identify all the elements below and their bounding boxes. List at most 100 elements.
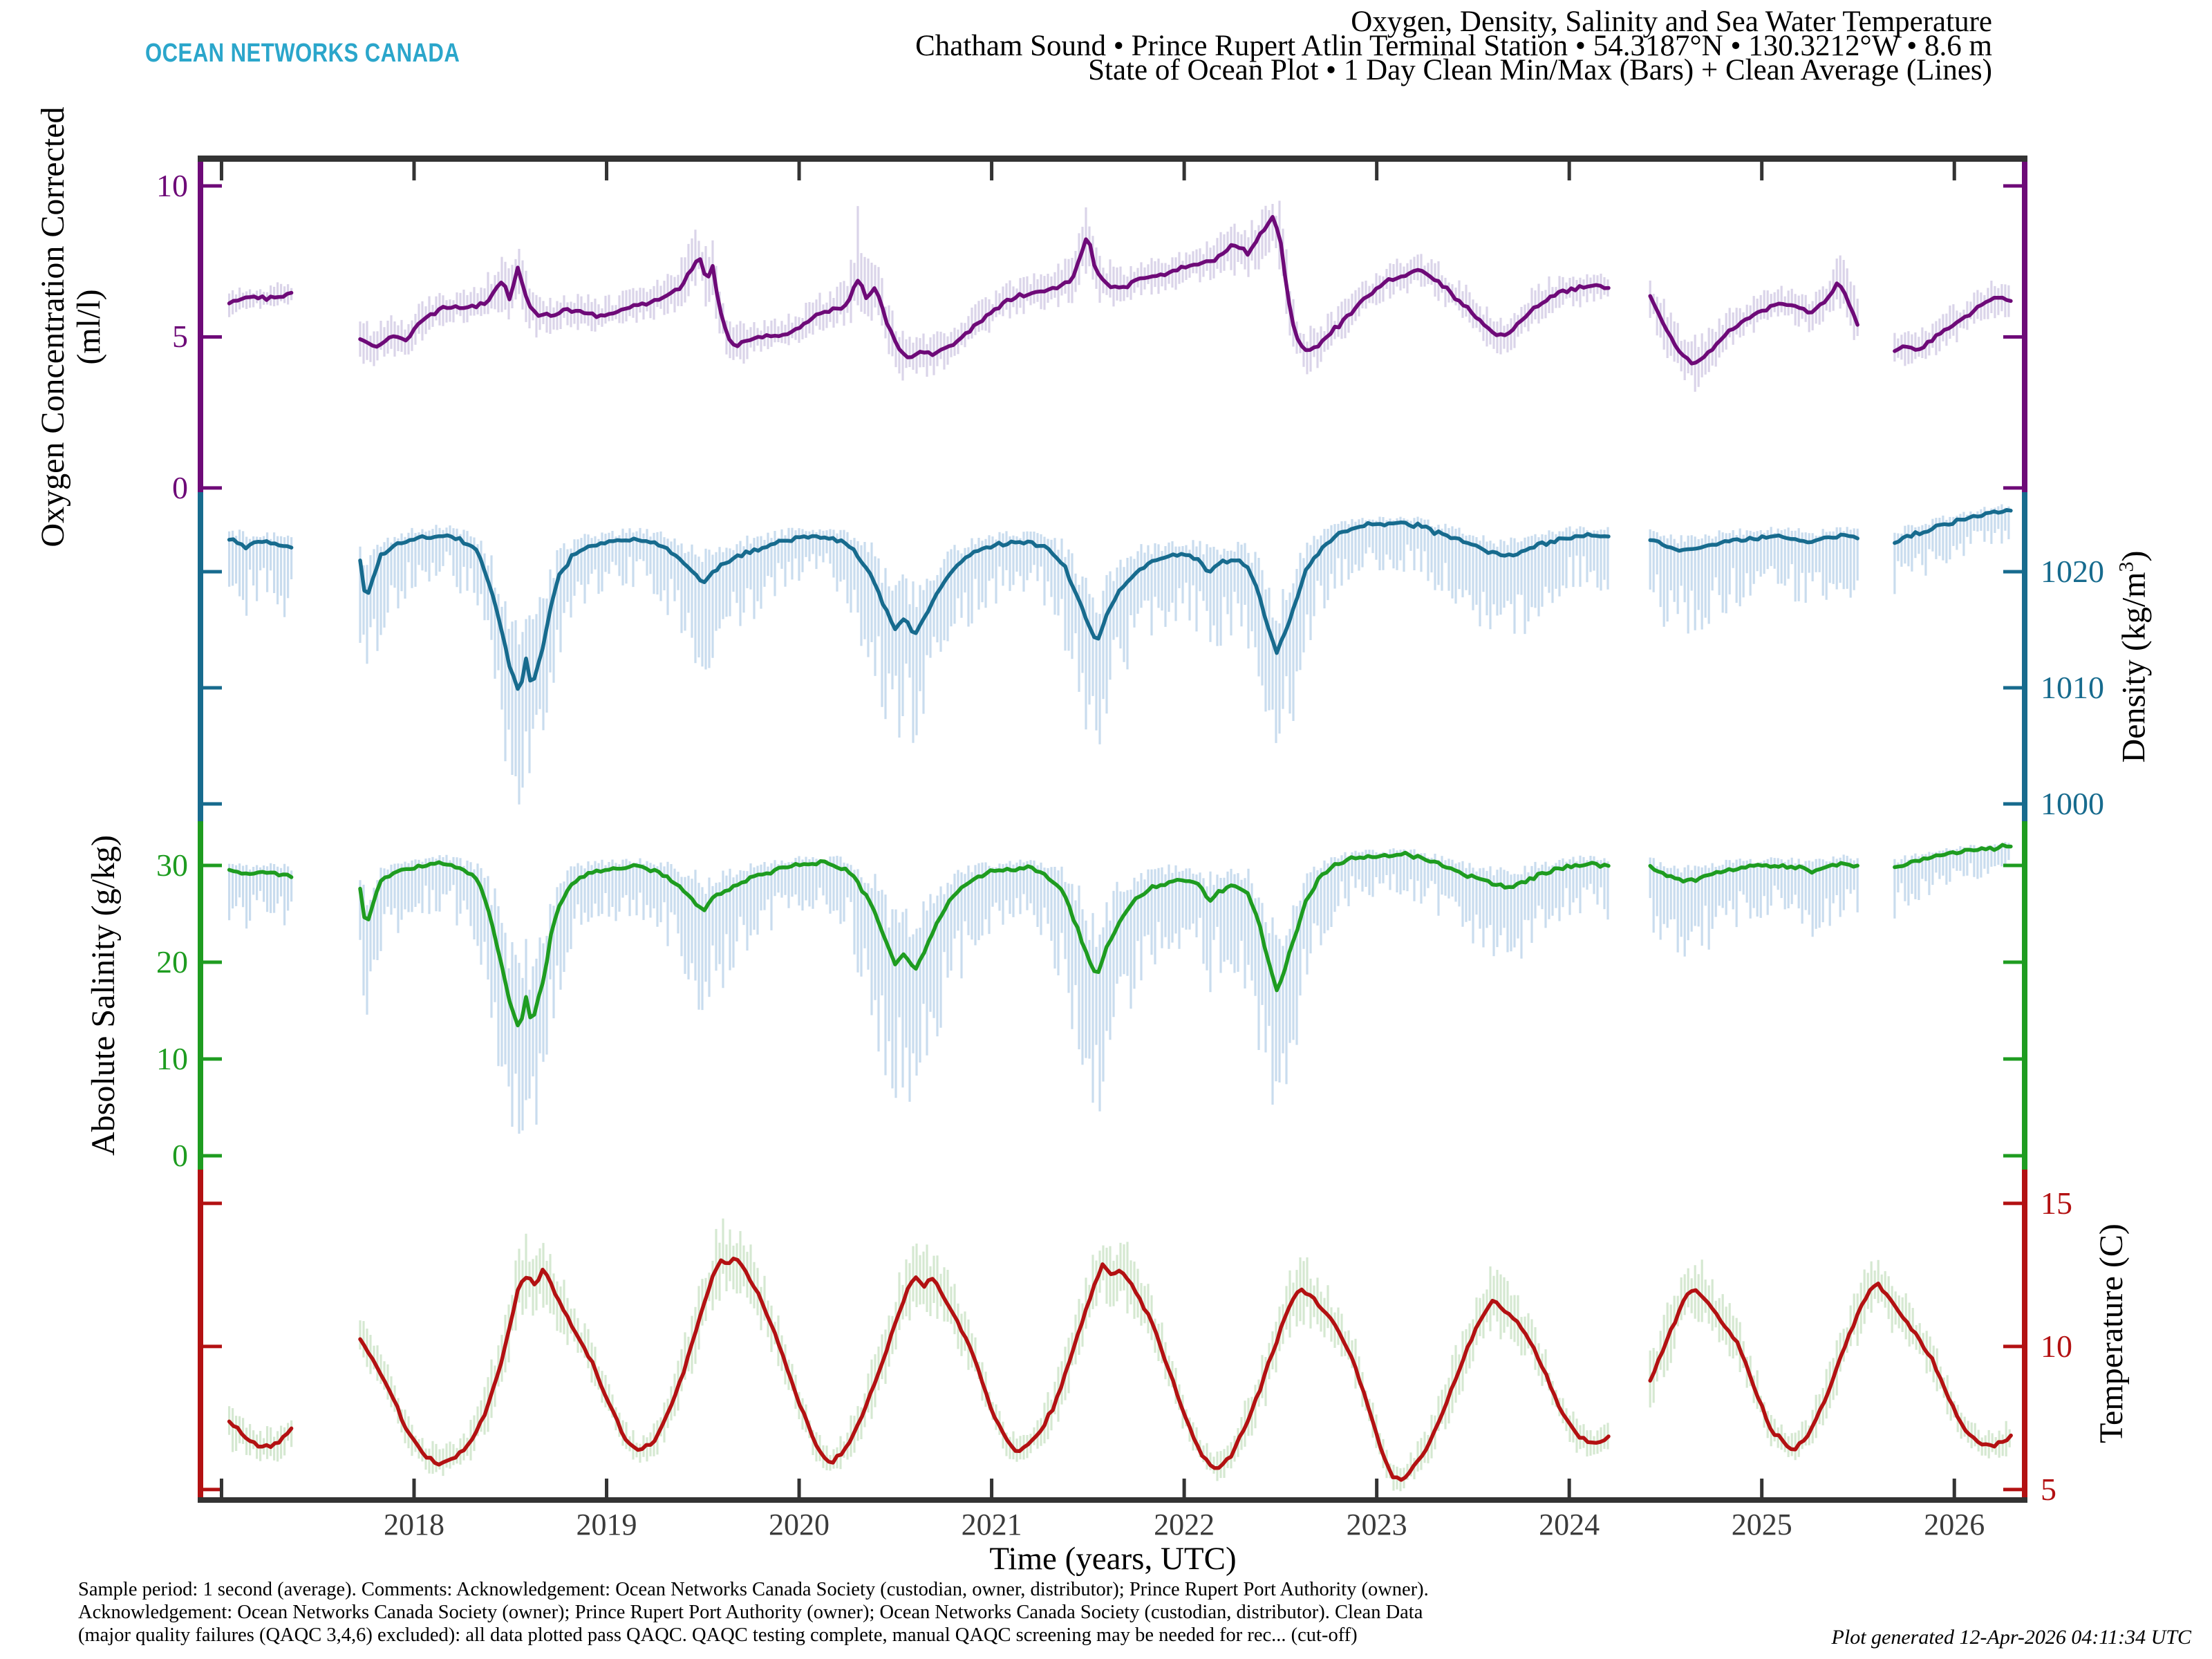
top-year-tick	[1182, 162, 1186, 180]
density-tick-label: 1000	[2041, 785, 2104, 821]
footer-comments: Sample period: 1 second (average). Comme…	[78, 1578, 1429, 1647]
salinity-average-line	[227, 868, 294, 879]
density-tick-label: 1010	[2041, 670, 2104, 705]
salinity-tick-label: 0	[172, 1137, 188, 1173]
density-left-tick	[203, 686, 222, 690]
oxygen-average-line	[1648, 281, 1859, 366]
temperature-right-tick	[2003, 1201, 2022, 1206]
oxygen-left-tick	[203, 486, 222, 490]
density-average-line	[358, 520, 1611, 691]
temperature-axis-title: Temperature (C)	[2093, 1224, 2130, 1443]
density-left-spine	[198, 492, 203, 821]
oxygen-left-tick	[203, 184, 222, 188]
salinity-right-tick	[2003, 1057, 2022, 1061]
oxygen-right-tick	[2003, 335, 2022, 339]
salinity-right-tick	[2003, 960, 2022, 964]
oxygen-axis-title-line2: (ml/l)	[71, 289, 107, 365]
temperature-tick-label: 5	[2041, 1471, 2056, 1507]
oxygen-left-tick	[203, 335, 222, 339]
temperature-right-tick	[2003, 1488, 2022, 1492]
top-year-tick	[1567, 162, 1571, 180]
footer-line-3: (major quality failures (QAQC 3,4,6) exc…	[78, 1624, 1358, 1646]
bottom-year-tick	[412, 1479, 416, 1497]
bottom-year-tick	[219, 1479, 223, 1497]
oxygen-average-line	[358, 215, 1611, 359]
density-axis-title-text: Density (kg/m	[2115, 572, 2153, 763]
salinity-left-spine	[198, 821, 203, 1170]
density-minmax-bars	[228, 504, 2010, 805]
bottom-year-tick	[605, 1479, 609, 1497]
temperature-left-tick	[203, 1344, 222, 1349]
density-axis-title-sup: 3	[2115, 561, 2138, 572]
top-year-tick	[219, 162, 223, 180]
oxygen-minmax-bars	[228, 200, 2010, 392]
ocean-networks-canada-logo: OCEAN NETWORKS CANADA	[145, 39, 460, 68]
bottom-year-tick	[1567, 1479, 1571, 1497]
oxygen-right-tick	[2003, 184, 2022, 188]
temperature-left-spine	[198, 1170, 203, 1497]
top-year-tick	[990, 162, 994, 180]
top-year-tick	[1952, 162, 1956, 180]
density-left-tick	[203, 802, 222, 806]
salinity-axis-title: Absolute Salinity (g/kg)	[85, 835, 122, 1156]
salinity-average-line	[358, 850, 1611, 1028]
bottom-year-tick	[990, 1479, 994, 1497]
bottom-year-tick	[1182, 1479, 1186, 1497]
bottom-year-tick	[797, 1479, 801, 1497]
top-year-tick	[1760, 162, 1764, 180]
oxygen-axis-title: Oxygen Concentration Corrected (ml/l)	[35, 106, 107, 547]
x-tick-label-2024: 2024	[1539, 1508, 1600, 1541]
bottom-spine	[198, 1497, 2027, 1503]
salinity-right-tick	[2003, 863, 2022, 868]
oxygen-right-tick	[2003, 486, 2022, 490]
temperature-right-spine	[2022, 1170, 2027, 1497]
density-right-tick	[2003, 802, 2022, 806]
salinity-right-tick	[2003, 1154, 2022, 1158]
top-spine	[198, 156, 2027, 162]
bottom-year-tick	[1952, 1479, 1956, 1497]
temperature-left-tick	[203, 1488, 222, 1492]
temperature-left-tick	[203, 1201, 222, 1206]
density-axis-title-close: )	[2115, 550, 2153, 562]
oxygen-tick-label: 0	[172, 469, 188, 505]
x-tick-label-2023: 2023	[1346, 1508, 1407, 1541]
top-year-tick	[412, 162, 416, 180]
density-right-tick	[2003, 686, 2022, 690]
x-tick-label-2019: 2019	[576, 1508, 637, 1541]
temperature-average-line	[358, 1256, 1611, 1482]
salinity-tick-label: 20	[156, 944, 188, 980]
x-tick-label-2026: 2026	[1924, 1508, 1985, 1541]
x-tick-label-2025: 2025	[1731, 1508, 1792, 1541]
x-tick-label-2018: 2018	[383, 1508, 444, 1541]
salinity-minmax-bars	[228, 842, 2010, 1134]
salinity-tick-label: 10	[156, 1040, 188, 1076]
temperature-average-line	[1648, 1282, 2013, 1452]
bottom-year-tick	[1760, 1479, 1764, 1497]
oxygen-average-line	[227, 290, 294, 306]
salinity-left-tick	[203, 1057, 222, 1061]
plot-title: Oxygen, Density, Salinity and Sea Water …	[1351, 6, 1992, 38]
oxygen-left-spine	[198, 162, 203, 492]
oxygen-average-line	[1893, 295, 2013, 353]
oxygen-tick-label: 5	[172, 319, 188, 355]
density-average-line	[1893, 507, 2013, 545]
salinity-right-spine	[2022, 821, 2027, 1170]
salinity-left-tick	[203, 1154, 222, 1158]
top-year-tick	[797, 162, 801, 180]
salinity-tick-label: 30	[156, 847, 188, 883]
x-tick-label-2021: 2021	[961, 1508, 1022, 1541]
plot-generated-timestamp: Plot generated 12-Apr-2026 04:11:34 UTC	[1831, 1626, 2191, 1649]
x-axis-title: Time (years, UTC)	[989, 1541, 1237, 1577]
salinity-left-tick	[203, 960, 222, 964]
x-tick-label-2022: 2022	[1154, 1508, 1215, 1541]
density-tick-label: 1020	[2041, 554, 2104, 590]
plot-subtitle-type: State of Ocean Plot • 1 Day Clean Min/Ma…	[1088, 54, 1992, 86]
density-average-line	[1648, 532, 1859, 553]
plot-subtitle-station: Chatham Sound • Prince Rupert Atlin Term…	[915, 30, 1992, 62]
salinity-average-line	[1648, 861, 1859, 884]
temperature-average-line	[227, 1419, 294, 1450]
salinity-left-tick	[203, 863, 222, 868]
x-tick-label-2020: 2020	[769, 1508, 830, 1541]
